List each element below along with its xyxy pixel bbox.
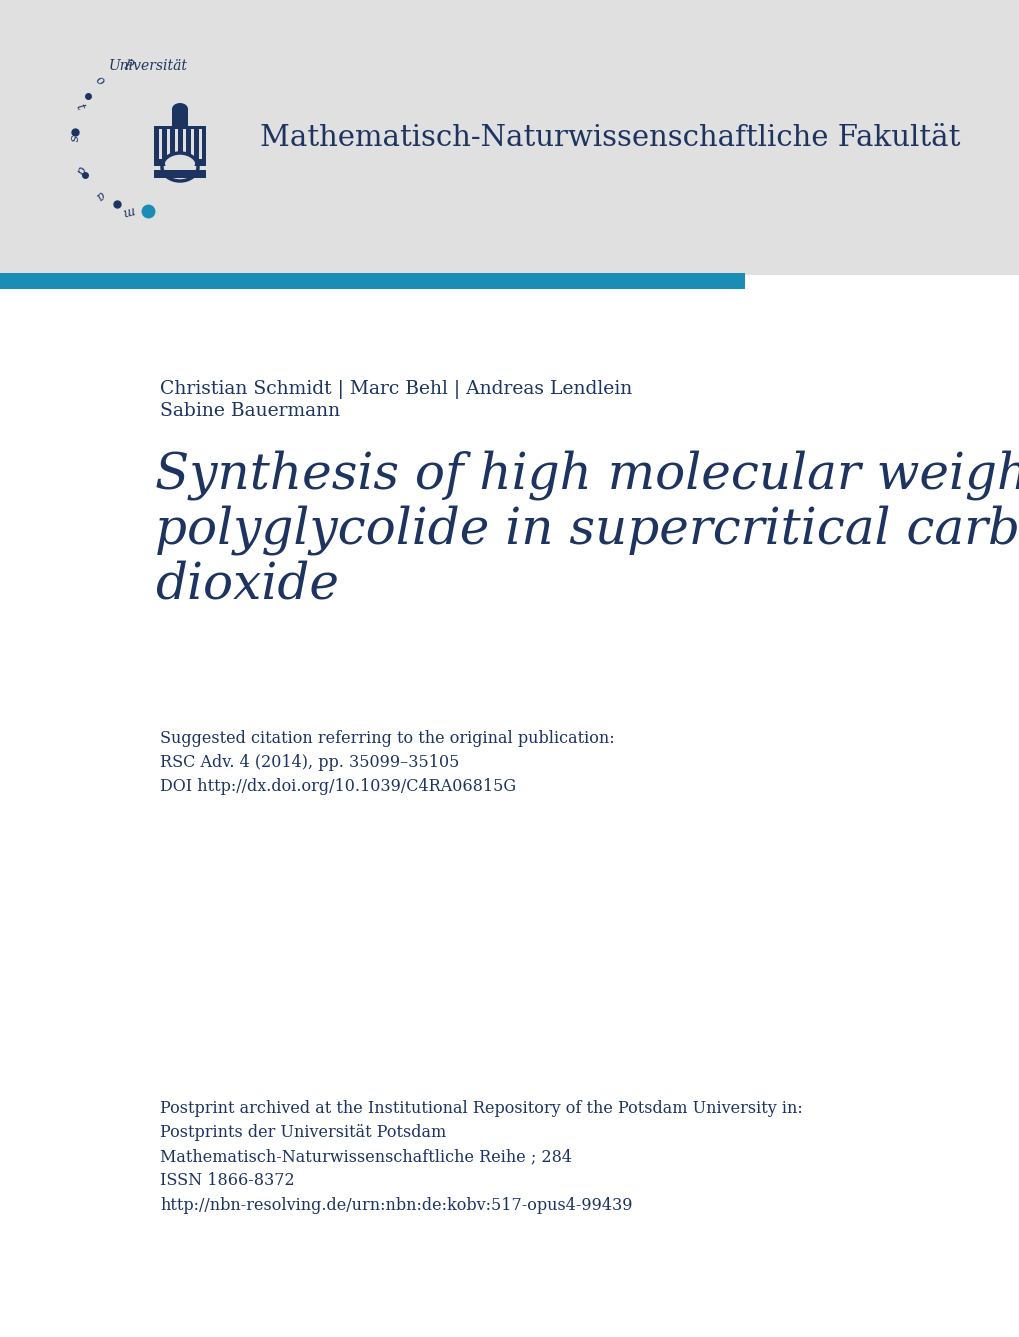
Ellipse shape (172, 103, 187, 115)
Text: Suggested citation referring to the original publication:
RSC Adv. 4 (2014), pp.: Suggested citation referring to the orig… (160, 730, 614, 796)
Text: Postprint archived at the Institutional Repository of the Potsdam University in:: Postprint archived at the Institutional … (160, 1100, 802, 1214)
Text: Christian Schmidt | Marc Behl | Andreas Lendlein: Christian Schmidt | Marc Behl | Andreas … (160, 380, 632, 398)
Text: a: a (93, 189, 107, 203)
Text: polyglycolide in supercritical carbon: polyglycolide in supercritical carbon (155, 505, 1019, 555)
Bar (199, 128, 202, 159)
Text: Sabine Bauermann: Sabine Bauermann (160, 402, 339, 420)
Bar (191, 128, 194, 159)
Text: Universität: Universität (108, 59, 187, 74)
Bar (154, 170, 206, 178)
Text: dioxide: dioxide (155, 560, 338, 610)
Bar (0, 0, 1019, 275)
Bar (0, 273, 744, 289)
Text: s: s (66, 135, 79, 142)
Text: Synthesis of high molecular weight: Synthesis of high molecular weight (155, 451, 1019, 500)
Ellipse shape (165, 152, 195, 174)
Text: t: t (73, 102, 87, 111)
Bar (159, 128, 162, 159)
Text: Mathematisch-Naturwissenschaftliche Fakultät: Mathematisch-Naturwissenschaftliche Faku… (260, 124, 960, 152)
Bar (182, 128, 185, 159)
Bar (172, 110, 187, 127)
Text: o: o (93, 74, 107, 88)
Bar (154, 126, 206, 166)
Text: m: m (121, 203, 136, 218)
Text: P: P (122, 59, 135, 74)
Bar (167, 128, 170, 159)
Text: d: d (72, 163, 88, 176)
Bar (175, 128, 178, 159)
